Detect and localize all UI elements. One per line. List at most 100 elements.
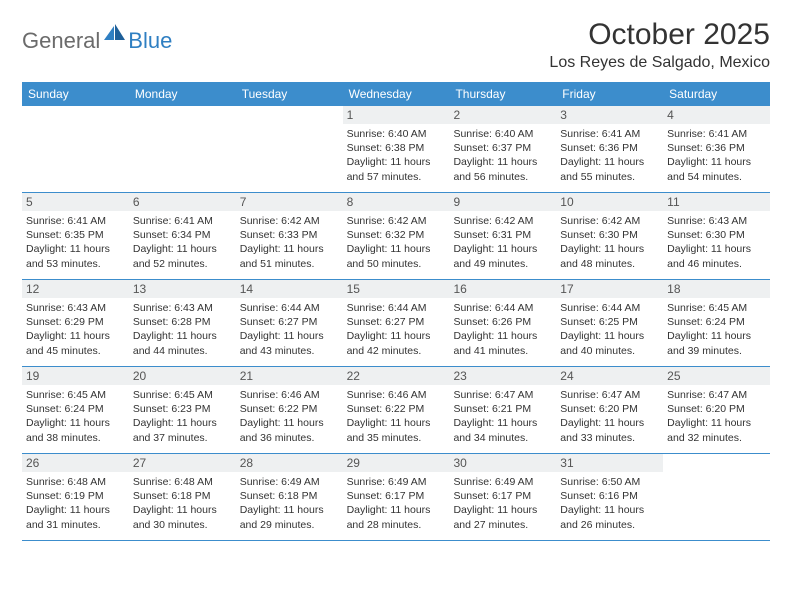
day-details: Sunrise: 6:48 AMSunset: 6:19 PMDaylight:… bbox=[26, 475, 125, 532]
sunrise-line: Sunrise: 6:42 AM bbox=[347, 214, 446, 228]
day-number: 25 bbox=[663, 367, 770, 385]
daylight-line: Daylight: 11 hours and 48 minutes. bbox=[560, 242, 659, 270]
daylight-line: Daylight: 11 hours and 46 minutes. bbox=[667, 242, 766, 270]
day-details: Sunrise: 6:50 AMSunset: 6:16 PMDaylight:… bbox=[560, 475, 659, 532]
sunrise-line: Sunrise: 6:49 AM bbox=[240, 475, 339, 489]
day-number: 1 bbox=[343, 106, 450, 124]
day-number: 4 bbox=[663, 106, 770, 124]
sunrise-line: Sunrise: 6:42 AM bbox=[453, 214, 552, 228]
daylight-line: Daylight: 11 hours and 34 minutes. bbox=[453, 416, 552, 444]
daylight-line: Daylight: 11 hours and 50 minutes. bbox=[347, 242, 446, 270]
sunset-line: Sunset: 6:37 PM bbox=[453, 141, 552, 155]
calendar-cell: 15 Sunrise: 6:44 AMSunset: 6:27 PMDayligh… bbox=[343, 280, 450, 366]
day-number: 8 bbox=[343, 193, 450, 211]
brand-general: General bbox=[22, 28, 100, 54]
daylight-line: Daylight: 11 hours and 54 minutes. bbox=[667, 155, 766, 183]
calendar-cell: 3Sunrise: 6:41 AMSunset: 6:36 PMDaylight… bbox=[556, 106, 663, 192]
daylight-line: Daylight: 11 hours and 33 minutes. bbox=[560, 416, 659, 444]
week-row: 1Sunrise: 6:40 AMSunset: 6:38 PMDaylight… bbox=[22, 106, 770, 193]
sunset-line: Sunset: 6:27 PM bbox=[347, 315, 446, 329]
day-number: 2 bbox=[449, 106, 556, 124]
sunrise-line: Sunrise: 6:41 AM bbox=[667, 127, 766, 141]
calendar-cell: 14Sunrise: 6:44 AMSunset: 6:27 PMDayligh… bbox=[236, 280, 343, 366]
day-details: Sunrise: 6:43 AMSunset: 6:30 PMDaylight:… bbox=[667, 214, 766, 271]
sunset-line: Sunset: 6:22 PM bbox=[240, 402, 339, 416]
day-details: Sunrise: 6:49 AMSunset: 6:17 PMDaylight:… bbox=[347, 475, 446, 532]
sunset-line: Sunset: 6:30 PM bbox=[560, 228, 659, 242]
sunset-line: Sunset: 6:19 PM bbox=[26, 489, 125, 503]
sunset-line: Sunset: 6:35 PM bbox=[26, 228, 125, 242]
sunset-line: Sunset: 6:22 PM bbox=[347, 402, 446, 416]
day-number: 30 bbox=[449, 454, 556, 472]
calendar-cell: 18Sunrise: 6:45 AMSunset: 6:24 PMDayligh… bbox=[663, 280, 770, 366]
sunset-line: Sunset: 6:17 PM bbox=[347, 489, 446, 503]
calendar-cell: 27 Sunrise: 6:48 AMSunset: 6:18 PMDayligh… bbox=[129, 454, 236, 540]
calendar-cell: 8 Sunrise: 6:42 AMSunset: 6:32 PMDaylight… bbox=[343, 193, 450, 279]
sunset-line: Sunset: 6:21 PM bbox=[453, 402, 552, 416]
calendar-cell: 20Sunrise: 6:45 AMSunset: 6:23 PMDayligh… bbox=[129, 367, 236, 453]
week-row: 19Sunrise: 6:45 AMSunset: 6:24 PMDayligh… bbox=[22, 367, 770, 454]
day-details: Sunrise: 6:46 AMSunset: 6:22 PMDaylight:… bbox=[347, 388, 446, 445]
week-row: 5 Sunrise: 6:41 AMSunset: 6:35 PM Daylight… bbox=[22, 193, 770, 280]
daylight-line: Daylight: 11 hours and 36 minutes. bbox=[240, 416, 339, 444]
sunset-line: Sunset: 6:23 PM bbox=[133, 402, 232, 416]
calendar-cell: 21 Sunrise: 6:46 AMSunset: 6:22 PMDayligh… bbox=[236, 367, 343, 453]
day-number: 3 bbox=[556, 106, 663, 124]
calendar-cell: 10 Sunrise: 6:42 AMSunset: 6:30 PMDayligh… bbox=[556, 193, 663, 279]
daylight-line: Daylight: 11 hours and 42 minutes. bbox=[347, 329, 446, 357]
day-number: 7 bbox=[236, 193, 343, 211]
day-number: 6 bbox=[129, 193, 236, 211]
day-details: Sunrise: 6:43 AMSunset: 6:28 PMDaylight:… bbox=[133, 301, 232, 358]
calendar-cell: 29 Sunrise: 6:49 AMSunset: 6:17 PMDayligh… bbox=[343, 454, 450, 540]
weekday-sun: Sunday bbox=[22, 82, 129, 106]
sunset-line: Sunset: 6:24 PM bbox=[26, 402, 125, 416]
daylight-line: Daylight: 11 hours and 52 minutes. bbox=[133, 242, 232, 270]
sunrise-line: Sunrise: 6:49 AM bbox=[453, 475, 552, 489]
sunrise-line: Sunrise: 6:47 AM bbox=[560, 388, 659, 402]
sunrise-line: Sunrise: 6:45 AM bbox=[133, 388, 232, 402]
sunrise-line: Sunrise: 6:46 AM bbox=[240, 388, 339, 402]
sunset-line: Sunset: 6:27 PM bbox=[240, 315, 339, 329]
day-number: 15 bbox=[343, 280, 450, 298]
day-details: Sunrise: 6:45 AMSunset: 6:23 PMDaylight:… bbox=[133, 388, 232, 445]
calendar-cell: 1Sunrise: 6:40 AMSunset: 6:38 PMDaylight… bbox=[343, 106, 450, 192]
daylight-line: Daylight: 11 hours and 32 minutes. bbox=[667, 416, 766, 444]
day-number: 12 bbox=[22, 280, 129, 298]
calendar-cell: 19Sunrise: 6:45 AMSunset: 6:24 PMDayligh… bbox=[22, 367, 129, 453]
day-details: Sunrise: 6:42 AMSunset: 6:33 PMDaylight:… bbox=[240, 214, 339, 271]
sunrise-line: Sunrise: 6:41 AM bbox=[26, 214, 125, 228]
sunrise-line: Sunrise: 6:44 AM bbox=[453, 301, 552, 315]
calendar-cell: 5Sunrise: 6:41 AMSunset: 6:35 PMDaylight… bbox=[22, 193, 129, 279]
day-details: Sunrise: 6:46 AMSunset: 6:22 PMDaylight:… bbox=[240, 388, 339, 445]
sunrise-line: Sunrise: 6:43 AM bbox=[26, 301, 125, 315]
day-details: Sunrise: 6:42 AMSunset: 6:30 PMDaylight:… bbox=[560, 214, 659, 271]
calendar-cell: 28Sunrise: 6:49 AMSunset: 6:18 PMDayligh… bbox=[236, 454, 343, 540]
title-block: October 2025 Los Reyes de Salgado, Mexic… bbox=[549, 18, 770, 72]
sunset-line: Sunset: 6:29 PM bbox=[26, 315, 125, 329]
sunrise-line: Sunrise: 6:44 AM bbox=[347, 301, 446, 315]
day-details: Sunrise: 6:44 AMSunset: 6:25 PMDaylight:… bbox=[560, 301, 659, 358]
calendar-cell: 2Sunrise: 6:40 AMSunset: 6:37 PMDaylight… bbox=[449, 106, 556, 192]
day-details: Sunrise: 6:42 AMSunset: 6:31 PMDaylight:… bbox=[453, 214, 552, 271]
day-details: Sunrise: 6:44 AMSunset: 6:27 PMDaylight:… bbox=[347, 301, 446, 358]
sunrise-line: Sunrise: 6:41 AM bbox=[560, 127, 659, 141]
weekday-fri: Friday bbox=[556, 82, 663, 106]
day-details: Sunrise: 6:41 AMSunset: 6:36 PMDaylight:… bbox=[667, 127, 766, 184]
day-number: 10 bbox=[556, 193, 663, 211]
calendar-cell bbox=[236, 106, 343, 192]
day-details: Sunrise: 6:48 AMSunset: 6:18 PMDaylight:… bbox=[133, 475, 232, 532]
day-number: 21 bbox=[236, 367, 343, 385]
calendar-cell: 17Sunrise: 6:44 AMSunset: 6:25 PMDayligh… bbox=[556, 280, 663, 366]
sunset-line: Sunset: 6:32 PM bbox=[347, 228, 446, 242]
sunset-line: Sunset: 6:26 PM bbox=[453, 315, 552, 329]
day-number: 29 bbox=[343, 454, 450, 472]
weekday-header: Sunday Monday Tuesday Wednesday Thursday… bbox=[22, 82, 770, 106]
sunrise-line: Sunrise: 6:44 AM bbox=[560, 301, 659, 315]
sunrise-line: Sunrise: 6:40 AM bbox=[453, 127, 552, 141]
day-number: 5 bbox=[22, 193, 129, 211]
page-header: General Blue October 2025 Los Reyes de S… bbox=[22, 18, 770, 72]
day-details: Sunrise: 6:43 AMSunset: 6:29 PMDaylight:… bbox=[26, 301, 125, 358]
calendar-cell: 24Sunrise: 6:47 AMSunset: 6:20 PMDayligh… bbox=[556, 367, 663, 453]
day-details: Sunrise: 6:49 AMSunset: 6:17 PMDaylight:… bbox=[453, 475, 552, 532]
day-number: 27 bbox=[129, 454, 236, 472]
